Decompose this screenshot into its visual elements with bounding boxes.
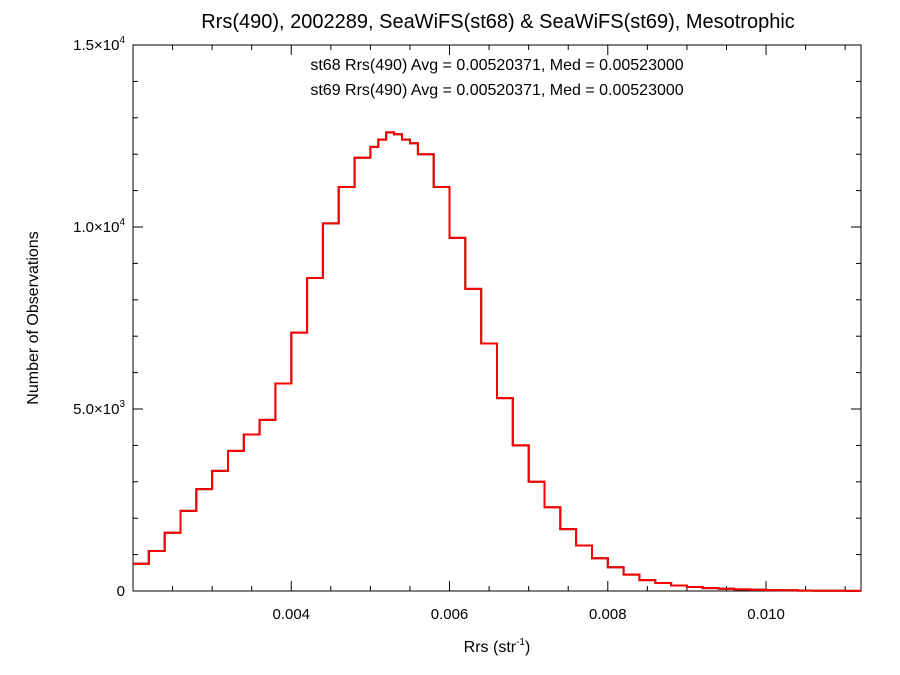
annotation-st69: st69 Rrs(490) Avg = 0.00520371, Med = 0.… xyxy=(310,82,683,99)
series-layer xyxy=(133,131,861,592)
series-line-st69 xyxy=(133,131,861,592)
annotation-st68: st68 Rrs(490) Avg = 0.00520371, Med = 0.… xyxy=(310,57,683,74)
x-tick-labels: 0.004 0.006 0.008 0.010 xyxy=(272,606,784,623)
x-tick-label: 0.006 xyxy=(431,606,469,623)
chart-title: Rrs(490), 2002289, SeaWiFS(st68) & SeaWi… xyxy=(201,11,795,33)
x-tick-label: 0.010 xyxy=(747,606,785,623)
x-axis-label: Rrs (str-1) xyxy=(464,637,531,656)
x-axis-label-close: ) xyxy=(525,639,530,656)
x-axis-label-main: Rrs (str xyxy=(464,639,517,656)
y-tick-label: 0 xyxy=(117,583,125,600)
y-tick-label: 1.5×104 xyxy=(73,35,125,54)
x-tick-label: 0.008 xyxy=(589,606,627,623)
y-tick-label: 1.0×104 xyxy=(73,217,125,236)
x-tick-label: 0.004 xyxy=(272,606,310,623)
y-tick-label: 5.0×103 xyxy=(73,399,125,418)
y-axis-label: Number of Observations xyxy=(25,231,42,404)
plot-frame xyxy=(132,44,862,592)
y-tick-labels: 0 5.0×103 1.0×104 1.5×104 xyxy=(73,35,125,600)
x-axis-label-sup: -1 xyxy=(516,637,525,648)
axis-ticks xyxy=(133,45,861,591)
